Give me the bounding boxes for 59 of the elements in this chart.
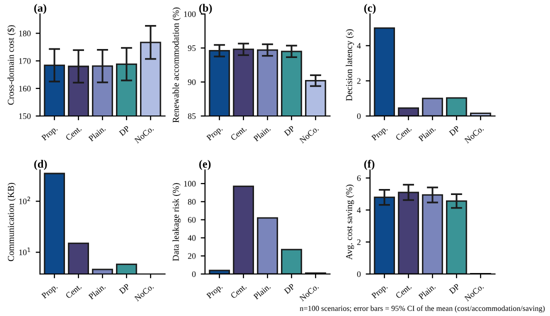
x-tick-label: Cent.	[395, 284, 412, 299]
x-tick-label: Plain.	[88, 125, 106, 142]
x-tick-label: Plain.	[418, 125, 436, 142]
y-tick-label: 85	[188, 113, 196, 119]
x-tick-label: Prop.	[371, 284, 389, 300]
x-tick-label: Prop.	[41, 284, 59, 300]
x-tick-label: Plain.	[252, 283, 271, 300]
x-tick-label: DP	[448, 283, 460, 294]
y-axis-title: Renewable accommodation (%)	[172, 7, 181, 123]
x-tick-label: Cent.	[230, 126, 247, 141]
y-tick-label: 2	[357, 78, 361, 84]
x-tick-label: Prop.	[206, 126, 224, 142]
x-tick-label: Plain.	[252, 125, 271, 142]
x-tick-label: DP	[284, 125, 296, 136]
y-tick-label: 100	[184, 11, 196, 17]
x-tick-label: Cent.	[65, 284, 82, 299]
chart-title: (c)	[364, 4, 376, 14]
y-tick-label: 170	[19, 58, 31, 64]
x-tick-label: Cent.	[230, 284, 247, 299]
y-axis-title: Cross-domain cost ($)	[7, 25, 16, 105]
x-tick-label: DP	[448, 125, 460, 136]
x-tick-label: DP	[118, 283, 130, 294]
y-tick-label: 100	[184, 180, 196, 187]
y-tick-label: 20	[188, 253, 196, 259]
y-tick-label: 60	[188, 217, 196, 223]
y-tick-label: 10$^{2}$	[19, 196, 30, 204]
y-tick-label: 10$^{1}$	[19, 248, 30, 256]
chart-title: (e)	[199, 160, 211, 170]
x-tick-label: Cent.	[65, 126, 82, 141]
x-tick-label: Prop.	[41, 126, 59, 142]
y-tick-label: 0	[192, 271, 196, 277]
y-tick-label: 0	[357, 113, 361, 119]
y-tick-label: 80	[188, 199, 196, 205]
y-tick-label: 0	[357, 271, 361, 277]
x-tick-label: DP	[118, 125, 130, 136]
x-tick-label: Prop.	[371, 126, 389, 142]
chart-title: (d)	[34, 160, 47, 170]
x-tick-label: DP	[284, 283, 296, 294]
chart-title: (b)	[199, 4, 212, 14]
y-tick-label: 40	[188, 235, 196, 241]
y-tick-label: 90	[188, 79, 196, 85]
y-tick-label: 4	[356, 43, 361, 49]
y-axis-title: Decision latency (s)	[346, 29, 354, 101]
y-tick-label: 150	[19, 113, 31, 119]
x-tick-label: Cent.	[395, 126, 412, 141]
y-tick-label: 4	[356, 207, 361, 213]
chart-title: (f)	[364, 160, 374, 170]
y-axis-title: Avg. cost saving (%)	[346, 184, 354, 260]
x-tick-label: Prop.	[206, 284, 224, 300]
y-tick-label: 95	[188, 45, 196, 51]
y-tick-label: 6	[357, 175, 361, 181]
chart-title: (a)	[34, 4, 46, 14]
y-tick-label: 180	[19, 30, 31, 36]
y-tick-label: 2	[357, 239, 361, 245]
y-axis-title: Data leakage risk (%)	[172, 183, 181, 261]
x-tick-label: Plain.	[88, 283, 106, 300]
y-tick-label: 160	[19, 86, 31, 92]
x-tick-label: Plain.	[418, 283, 436, 300]
y-axis-title: Communication (KB)	[8, 182, 16, 262]
